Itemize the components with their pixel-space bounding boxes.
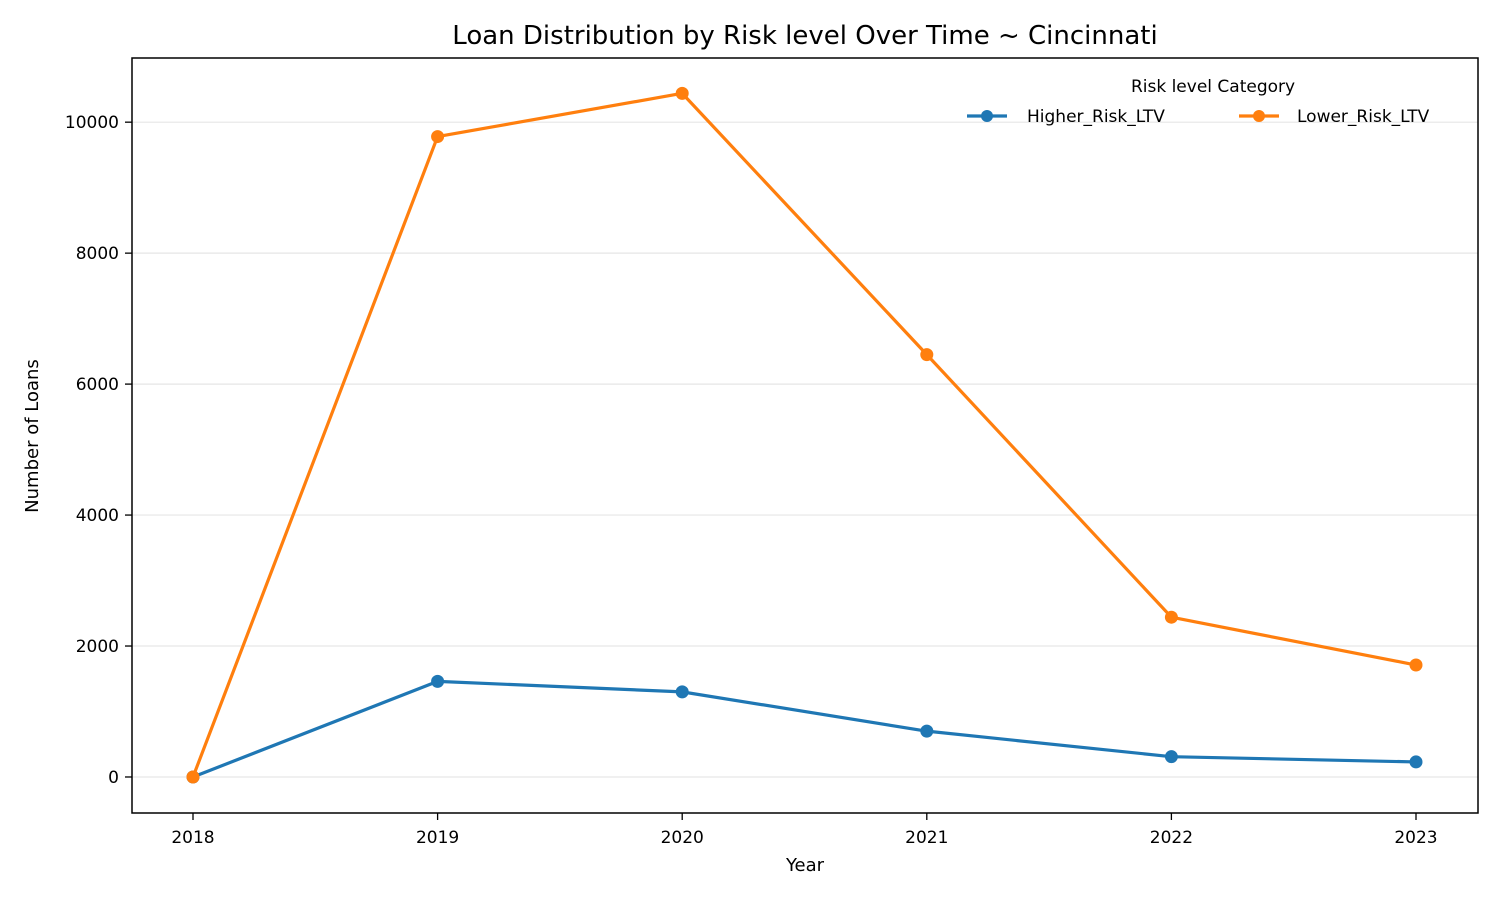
- y-axis-label: Number of Loans: [22, 359, 43, 513]
- y-tick-label-2000: 2000: [76, 637, 119, 657]
- point-lower-risk-ltv-2022: [1164, 610, 1178, 624]
- plot-frame: [131, 57, 1479, 814]
- y-tick-label-4000: 4000: [76, 506, 119, 526]
- x-tick-label-2018: 2018: [171, 828, 214, 848]
- legend-label-lower-risk: Lower_Risk_LTV: [1297, 107, 1430, 127]
- point-higher-risk-ltv-2023: [1409, 755, 1423, 769]
- y-tick-label-6000: 6000: [76, 375, 119, 395]
- x-axis: 2018 2019 2020 2021 2022 2023: [171, 813, 1438, 848]
- legend: Risk level Category Higher_Risk_LTV Lowe…: [967, 77, 1430, 127]
- series-line-higher-risk-ltv: [191, 679, 1418, 779]
- gridlines: [132, 121, 1478, 778]
- point-lower-risk-ltv-2021: [920, 348, 934, 362]
- x-tick-label-2022: 2022: [1150, 828, 1193, 848]
- y-tick-label-10000: 10000: [65, 113, 119, 133]
- point-lower-risk-ltv-2019: [431, 130, 445, 144]
- point-higher-risk-ltv-2020: [675, 685, 689, 699]
- point-lower-risk-ltv-2023: [1409, 658, 1423, 672]
- legend-entry-lower-risk: Lower_Risk_LTV: [1239, 107, 1430, 127]
- x-axis-label: Year: [785, 855, 825, 876]
- y-axis: 0 2000 4000 6000 8000 10000: [65, 113, 132, 788]
- legend-marker-higher-risk: [981, 110, 993, 122]
- series-line-lower-risk-ltv: [191, 91, 1418, 779]
- legend-label-higher-risk: Higher_Risk_LTV: [1027, 107, 1165, 127]
- point-lower-risk-ltv-2018: [186, 770, 200, 784]
- point-higher-risk-ltv-2019: [431, 674, 445, 688]
- legend-marker-lower-risk: [1253, 110, 1265, 122]
- x-tick-label-2019: 2019: [416, 828, 459, 848]
- series-lines: [186, 86, 1423, 784]
- chart-title: Loan Distribution by Risk level Over Tim…: [452, 21, 1157, 51]
- legend-title: Risk level Category: [1131, 77, 1295, 97]
- y-tick-label-8000: 8000: [76, 244, 119, 264]
- legend-entry-higher-risk: Higher_Risk_LTV: [967, 107, 1165, 127]
- x-tick-label-2023: 2023: [1394, 828, 1437, 848]
- point-higher-risk-ltv-2021: [920, 724, 934, 738]
- x-tick-label-2021: 2021: [905, 828, 948, 848]
- point-lower-risk-ltv-2020: [675, 86, 689, 100]
- x-tick-label-2020: 2020: [661, 828, 704, 848]
- point-higher-risk-ltv-2022: [1164, 750, 1178, 764]
- y-tick-label-0: 0: [108, 768, 119, 788]
